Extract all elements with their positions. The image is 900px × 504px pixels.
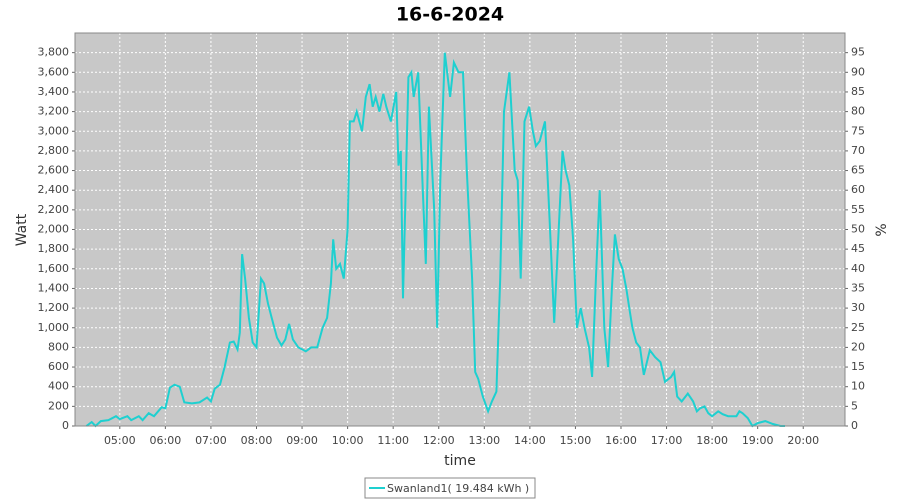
x-tick-label: 06:00 xyxy=(150,434,182,447)
y2-tick-label: 50 xyxy=(851,223,865,236)
x-tick-label: 12:00 xyxy=(423,434,455,447)
y2-tick-label: 45 xyxy=(851,242,865,255)
y2-tick-label: 20 xyxy=(851,340,865,353)
y-tick-label: 400 xyxy=(48,380,69,393)
y2-tick-label: 60 xyxy=(851,183,865,196)
y2-tick-label: 55 xyxy=(851,203,865,216)
y2-tick-label: 75 xyxy=(851,124,865,137)
y-tick-label: 1,200 xyxy=(38,301,70,314)
y2-tick-label: 95 xyxy=(851,46,865,59)
x-tick-label: 08:00 xyxy=(241,434,273,447)
y-tick-label: 3,200 xyxy=(38,105,70,118)
x-tick-label: 13:00 xyxy=(468,434,500,447)
x-tick-label: 05:00 xyxy=(104,434,136,447)
y2-tick-label: 90 xyxy=(851,65,865,78)
legend-box xyxy=(364,477,536,499)
y-tick-label: 2,600 xyxy=(38,164,70,177)
y2-tick-label: 40 xyxy=(851,262,865,275)
y-tick-label: 1,400 xyxy=(38,281,70,294)
x-tick-label: 09:00 xyxy=(286,434,318,447)
x-tick-label: 16:00 xyxy=(605,434,637,447)
y-tick-label: 3,600 xyxy=(38,65,70,78)
y-tick-label: 3,400 xyxy=(38,85,70,98)
y-tick-label: 1,600 xyxy=(38,262,70,275)
y2-tick-label: 30 xyxy=(851,301,865,314)
x-tick-label: 15:00 xyxy=(560,434,592,447)
x-tick-label: 10:00 xyxy=(332,434,364,447)
line-series xyxy=(85,52,785,428)
x-tick-label: 19:00 xyxy=(742,434,774,447)
y2-tick-label: 80 xyxy=(851,105,865,118)
y-tick-label: 3,800 xyxy=(38,46,70,59)
x-tick-label: 14:00 xyxy=(514,434,546,447)
y-tick-label: 800 xyxy=(48,340,69,353)
y-tick-label: 2,800 xyxy=(38,144,70,157)
x-tick-label: 17:00 xyxy=(651,434,683,447)
y2-tick-label: 5 xyxy=(851,399,858,412)
x-axis-label: time xyxy=(444,453,476,469)
y-tick-label: 1,800 xyxy=(38,242,70,255)
y-tick-label: 2,000 xyxy=(38,223,70,236)
y2-tick-label: 85 xyxy=(851,85,865,98)
y2-tick-label: 25 xyxy=(851,321,865,334)
x-tick-label: 20:00 xyxy=(787,434,819,447)
y2-tick-label: 65 xyxy=(851,164,865,177)
y2-axis-label: % xyxy=(874,223,890,236)
x-tick-label: 11:00 xyxy=(377,434,409,447)
y-tick-label: 1,000 xyxy=(38,321,70,334)
y-tick-label: 3,000 xyxy=(38,124,70,137)
y-tick-label: 2,400 xyxy=(38,183,70,196)
y-tick-label: 200 xyxy=(48,399,69,412)
y-tick-label: 2,200 xyxy=(38,203,70,216)
plot-border xyxy=(74,32,846,427)
x-tick-label: 18:00 xyxy=(696,434,728,447)
y2-tick-label: 10 xyxy=(851,380,865,393)
y2-tick-label: 15 xyxy=(851,360,865,373)
legend-label: Swanland1( 19.484 kWh ) xyxy=(387,482,529,495)
y-axis-label: Watt xyxy=(14,213,30,246)
y-tick-label: 0 xyxy=(62,419,69,432)
y2-tick-label: 0 xyxy=(851,419,858,432)
y2-tick-label: 70 xyxy=(851,144,865,157)
x-tick-label: 07:00 xyxy=(195,434,227,447)
y-tick-label: 600 xyxy=(48,360,69,373)
y2-tick-label: 35 xyxy=(851,281,865,294)
chart-title: 16-6-2024 xyxy=(396,4,504,26)
